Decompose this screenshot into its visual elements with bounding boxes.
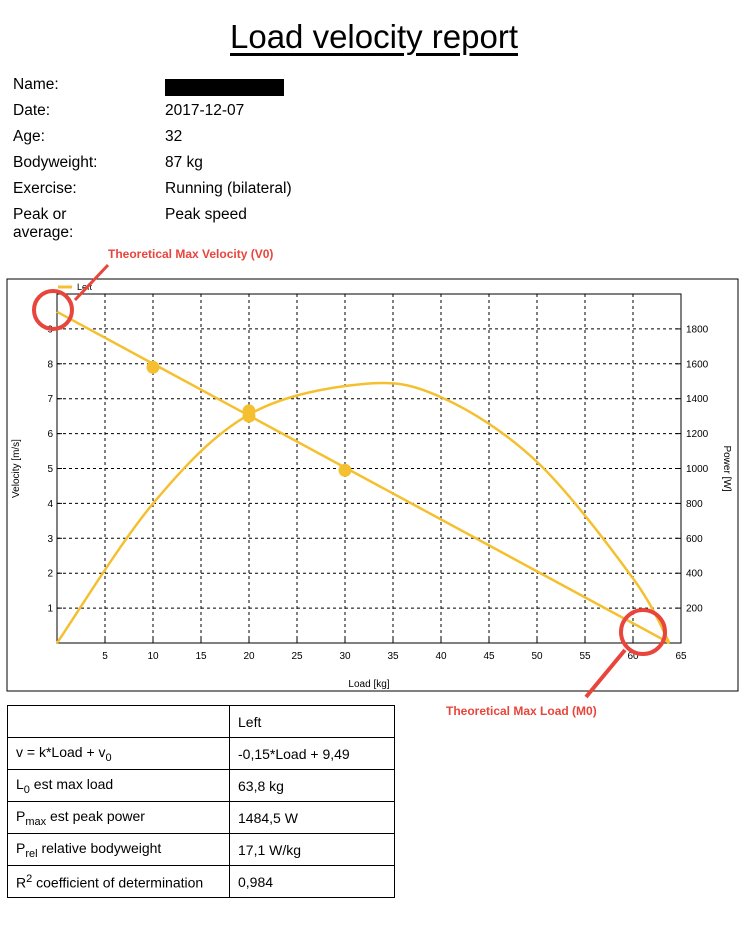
y2-tick-label: 1000 <box>686 464 709 475</box>
table-header-empty <box>7 705 230 738</box>
y-tick-label: 6 <box>47 429 53 440</box>
table-row: Pmax est peak power 1484,5 W <box>7 801 395 834</box>
annotation-m0-pointer <box>584 648 627 699</box>
row-label: R2 coefficient of determination <box>7 865 230 898</box>
report-title: Load velocity report <box>230 18 518 55</box>
info-label: Name: <box>13 76 59 93</box>
x-tick-label: 40 <box>435 651 447 662</box>
table-header-row: Left <box>7 705 395 738</box>
row-label: Pmax est peak power <box>7 801 230 834</box>
y2-tick-label: 1800 <box>686 324 709 335</box>
info-value: Peak speed <box>165 206 247 223</box>
table-row: v = k*Load + v0 -0,15*Load + 9,49 <box>7 737 395 770</box>
redaction-bar <box>165 79 284 96</box>
legend-label: Left <box>77 282 93 292</box>
y-tick-label: 8 <box>47 359 53 370</box>
info-value: 87 kg <box>165 154 203 171</box>
y-tick-label: 2 <box>47 569 53 580</box>
y-tick-label: 1 <box>47 604 53 615</box>
y-tick-label: 7 <box>47 394 53 405</box>
info-value: Running (bilateral) <box>165 180 292 197</box>
info-value-redacted <box>165 76 284 101</box>
y2-tick-label: 1200 <box>686 429 709 440</box>
y-tick-label: 3 <box>47 534 53 545</box>
info-label: Date: <box>13 102 51 119</box>
y-tick-label: 5 <box>47 464 53 475</box>
info-label: Age: <box>13 128 45 145</box>
row-label: L0 est max load <box>7 769 230 802</box>
annotation-v0-circle <box>32 289 74 331</box>
row-value: 1484,5 W <box>229 801 395 834</box>
table-header-left: Left <box>229 705 395 738</box>
x-tick-label: 60 <box>627 651 639 662</box>
y2-tick-label: 200 <box>686 604 703 615</box>
table-row: L0 est max load 63,8 kg <box>7 769 395 802</box>
x-tick-label: 55 <box>579 651 591 662</box>
x-tick-label: 30 <box>339 651 351 662</box>
annotation-v0: Theoretical Max Velocity (V0) <box>108 247 274 261</box>
y2-tick-label: 1600 <box>686 359 709 370</box>
x-tick-label: 20 <box>243 651 255 662</box>
y-tick-label: 4 <box>47 499 53 510</box>
y2-tick-label: 1400 <box>686 394 709 405</box>
annotation-m0-circle <box>619 608 667 656</box>
row-value: 17,1 W/kg <box>229 833 395 866</box>
info-label: Peak or average: <box>13 206 74 241</box>
table-row: Prel relative bodyweight 17,1 W/kg <box>7 833 395 866</box>
x-tick-label: 50 <box>531 651 543 662</box>
x-tick-label: 5 <box>102 651 108 662</box>
row-label: Prel relative bodyweight <box>7 833 230 866</box>
x-tick-label: 45 <box>483 651 495 662</box>
x-tick-label: 15 <box>195 651 207 662</box>
power-curve <box>55 381 671 644</box>
row-value: 63,8 kg <box>229 769 395 802</box>
x-tick-label: 25 <box>291 651 303 662</box>
info-label: Bodyweight: <box>13 154 98 171</box>
table-row: R2 coefficient of determination 0,984 <box>7 865 395 898</box>
row-value: -0,15*Load + 9,49 <box>229 737 395 770</box>
x-tick-label: 35 <box>387 651 399 662</box>
data-point <box>146 360 160 374</box>
chart-frame <box>6 278 739 692</box>
data-point <box>338 463 352 477</box>
y2-axis-label: Power [W] <box>721 445 732 491</box>
stats-table: Left v = k*Load + v0 -0,15*Load + 9,49 L… <box>7 705 395 898</box>
annotation-m0: Theoretical Max Load (M0) <box>446 704 597 718</box>
y2-tick-label: 600 <box>686 534 703 545</box>
row-value: 0,984 <box>229 865 395 898</box>
y2-tick-label: 800 <box>686 499 703 510</box>
data-point <box>242 409 256 423</box>
info-value: 2017-12-07 <box>165 102 245 119</box>
y-axis-label: Velocity [m/s] <box>11 439 22 498</box>
row-label: v = k*Load + v0 <box>7 737 230 770</box>
load-velocity-chart: 5 10 15 20 25 30 35 40 45 50 55 60 65123456789200400… <box>6 263 739 699</box>
y2-tick-label: 400 <box>686 569 703 580</box>
x-tick-label: 65 <box>675 651 687 662</box>
annotation-v0-pointer <box>73 263 110 302</box>
x-axis-label: Load [kg] <box>348 679 389 690</box>
info-value: 32 <box>165 128 183 145</box>
info-label: Exercise: <box>13 180 77 197</box>
x-tick-label: 10 <box>147 651 159 662</box>
